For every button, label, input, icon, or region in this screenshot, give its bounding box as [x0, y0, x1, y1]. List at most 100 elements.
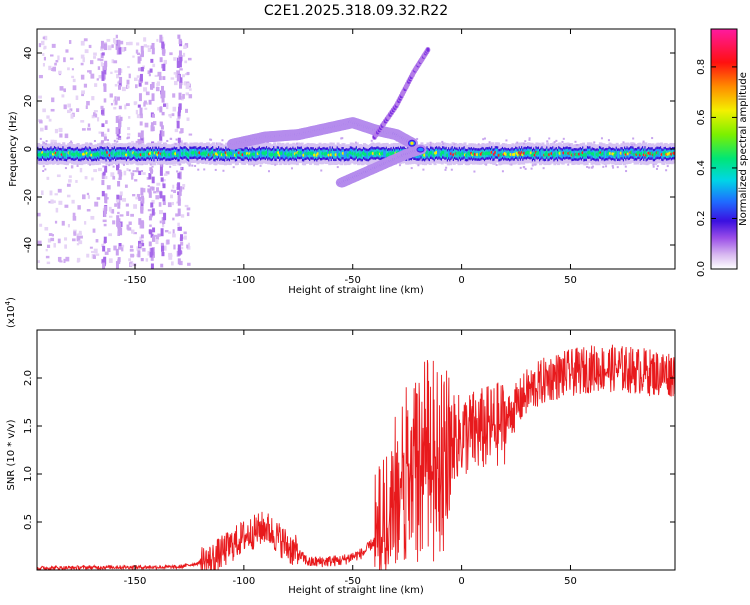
spectrogram-streak — [160, 177, 164, 182]
spectrogram-speckle — [180, 246, 184, 250]
spectrogram-speckle — [114, 100, 118, 105]
spectrogram-streak — [150, 122, 154, 126]
spectrogram-speckle — [176, 70, 180, 75]
spectrogram-speckle — [65, 49, 69, 53]
spectrogram-streak — [117, 257, 121, 262]
spectrogram-speckle — [126, 211, 130, 216]
spectrogram-speckle — [145, 91, 150, 96]
spectrogram-speckle — [182, 52, 186, 57]
spectrogram-streak — [138, 196, 142, 201]
spectrogram-speckle — [147, 47, 151, 52]
spectrogram-streak — [100, 40, 104, 49]
spectrogram-speckle — [53, 243, 56, 248]
spectrogram-speckle — [48, 233, 53, 236]
spectrogram-speckle — [111, 209, 115, 214]
spectrogram-speckle — [70, 165, 74, 169]
spectrogram-speckle — [46, 261, 51, 265]
spectrogram-streak — [140, 195, 144, 199]
spectrogram-speckle — [76, 243, 80, 246]
spectrogram-streak — [118, 169, 122, 176]
spectrogram-streak — [115, 116, 119, 123]
baseline-fringe — [45, 140, 48, 143]
baseline-fringe — [611, 165, 614, 168]
spectrogram-streak — [159, 57, 163, 63]
spectrogram-streak — [115, 44, 119, 50]
baseline-fringe — [429, 141, 432, 144]
spectrogram-speckle — [90, 73, 95, 79]
spectrogram-speckle — [59, 86, 64, 91]
spectrogram-speckle — [108, 206, 112, 212]
spectrogram-speckle — [87, 123, 91, 127]
spectrogram-speckle — [175, 74, 179, 78]
spectrogram-speckle — [81, 90, 85, 95]
spectrogram-speckle — [188, 133, 193, 136]
spectrogram-speckle — [76, 235, 81, 241]
baseline-fringe — [210, 138, 213, 141]
spectrogram-speckle — [119, 40, 124, 45]
spectrogram-speckle — [164, 230, 169, 233]
spectrogram-speckle — [75, 233, 79, 236]
spectrogram-speckle — [172, 233, 176, 238]
spectrogram-speckle — [159, 139, 163, 144]
spectrogram-speckle — [72, 238, 76, 242]
spectrogram-streak — [140, 201, 144, 207]
spectrogram-speckle — [173, 80, 178, 86]
spectrogram-speckle — [111, 59, 115, 64]
spectrogram-speckle — [81, 128, 86, 131]
snr-y-tick-label: 1.5 — [23, 418, 34, 434]
spectrogram-speckle — [113, 245, 117, 251]
spectrogram-speckle — [168, 254, 173, 257]
baseline-fringe — [222, 169, 225, 172]
spectrogram-streak — [159, 121, 163, 127]
spectrogram-speckle — [114, 83, 118, 87]
spectrogram-speckle — [162, 179, 166, 182]
baseline-fringe — [593, 141, 596, 144]
spectrogram-streak — [140, 50, 144, 57]
spectrogram-speckle — [187, 57, 192, 61]
spectrogram-speckle — [80, 62, 84, 66]
spectrogram-streak — [138, 170, 142, 176]
spectrogram-streak — [115, 127, 119, 135]
spectrogram-speckle — [72, 85, 77, 91]
spectrogram-streak — [161, 130, 165, 137]
baseline-fringe — [39, 137, 42, 140]
spectrogram-speckle — [153, 191, 157, 194]
spectrogram-speckle — [127, 127, 131, 130]
baseline-fringe — [591, 165, 594, 168]
spectrogram-speckle — [144, 81, 149, 85]
spectrogram-speckle — [87, 127, 91, 131]
spectrogram-speckle — [147, 185, 150, 188]
spectrogram-streak — [159, 34, 163, 43]
baseline-fringe — [501, 170, 504, 173]
spectrogram-streak — [103, 136, 107, 141]
baseline-fringe — [336, 166, 339, 169]
spectrogram-speckle — [98, 167, 102, 172]
spectrogram-speckle — [78, 230, 82, 235]
spectrogram-speckle — [163, 246, 167, 251]
snr-x-tick-label: -150 — [124, 576, 147, 587]
spectrogram-speckle — [149, 186, 154, 189]
spectrogram-speckle — [179, 260, 183, 266]
spectrogram-streak — [118, 105, 122, 110]
baseline-fringe — [655, 167, 658, 170]
spectrogram-speckle — [84, 221, 87, 225]
spectrogram-streak — [118, 80, 122, 87]
spectrogram-speckle — [72, 216, 77, 221]
spectrogram-speckle — [146, 45, 150, 48]
baseline-fringe — [530, 167, 533, 170]
spectrogram-speckle — [69, 57, 74, 60]
spectrogram-speckle — [143, 102, 146, 107]
baseline-fringe — [591, 166, 594, 169]
spectrogram-speckle — [70, 113, 74, 119]
baseline-fringe — [600, 137, 603, 140]
spectrogram-speckle — [172, 106, 177, 112]
spectrogram-speckle — [86, 100, 90, 106]
spectrogram-speckle — [145, 258, 149, 262]
spectrogram-streak — [104, 197, 108, 204]
spectrogram-speckle — [128, 258, 131, 262]
baseline-fringe — [522, 166, 525, 169]
spectrogram-streak — [151, 93, 155, 102]
spectrogram-speckle — [117, 211, 120, 215]
spectrogram-streak — [119, 76, 123, 84]
spectrogram-speckle — [46, 244, 51, 248]
